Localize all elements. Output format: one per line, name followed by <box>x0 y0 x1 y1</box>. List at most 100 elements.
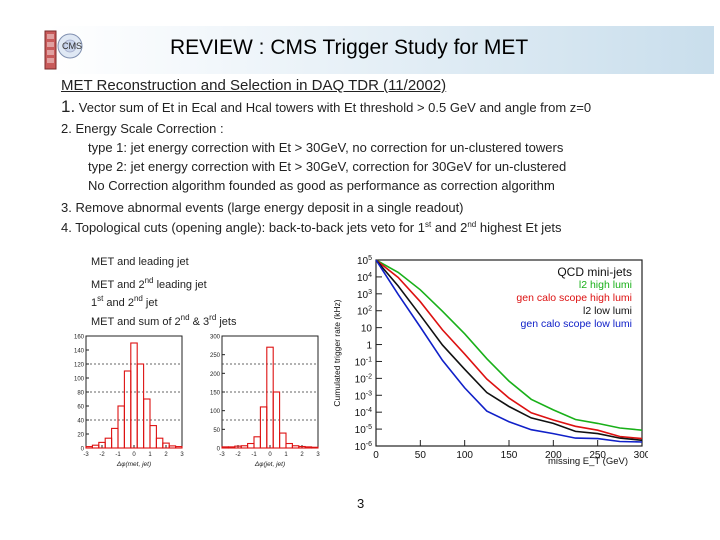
hist2-y-tick-label: 50 <box>213 428 220 434</box>
hist2-bar <box>272 391 281 449</box>
rate-y-tick-label: 1 <box>366 341 372 352</box>
item-2: 2. Energy Scale Correction : <box>61 121 224 136</box>
rate-x-label: missing E_T (GeV) <box>548 456 628 467</box>
hist1-x-tick-label: -2 <box>99 452 105 458</box>
item-2-note: No Correction algorithm founded as good … <box>88 178 555 193</box>
rate-y-tick-label: 104 <box>357 272 372 284</box>
hist1-bar <box>155 437 164 449</box>
hist2-bar <box>247 442 255 449</box>
cut-label-2: MET and 2nd leading jet <box>91 276 207 291</box>
rate-y-tick-label: 10-5 <box>355 424 372 436</box>
rate-legend-blue: gen calo scope low lumi <box>521 318 632 330</box>
hist2-x-tick-label: 0 <box>268 452 272 458</box>
hist2-bar <box>285 442 293 449</box>
hist1-x-tick-label: -1 <box>115 452 121 458</box>
hist1-bar <box>104 437 113 449</box>
rate-x-tick-label: 250 <box>589 450 606 461</box>
rate-y-label: Cumulated trigger rate (kHz) <box>332 299 342 406</box>
rate-series-red <box>375 259 643 440</box>
hist1-y-tick-label: 80 <box>77 391 84 397</box>
hist1-bar <box>136 363 145 449</box>
rate-title: QCD mini-jets <box>557 265 632 279</box>
hist1-y-tick-label: 100 <box>74 377 85 383</box>
hist1-x-tick-label: 3 <box>180 452 184 458</box>
histogram-jet-jet: 0 50 100 150 200 250 300 -3 -2 -1 0 1 2 3 Δφ(jet, jet) <box>210 335 320 469</box>
hist1-y-tick-label: 140 <box>74 349 85 355</box>
rate-y-tick-label: 103 <box>357 289 372 301</box>
hist1-bar <box>123 370 132 449</box>
hist2-x-tick-label: -3 <box>219 452 225 458</box>
title-bar <box>48 26 714 74</box>
rate-x-tick-label: 100 <box>456 450 473 461</box>
hist2-bar <box>259 406 268 449</box>
rate-series-black <box>375 259 643 442</box>
hist1-y-tick-label: 120 <box>74 363 85 369</box>
trigger-rate-chart: 10510410310210110-110-210-310-410-510-60… <box>332 255 648 467</box>
hist1-x-tick-label: 0 <box>132 452 136 458</box>
histogram-met-jet: 0 20 40 60 80 100 120 140 160 -3 -2 -1 0 1 2 3 Δφ(met, j… <box>74 335 184 469</box>
hist1-bar <box>111 427 119 449</box>
hist2-bar <box>221 446 229 449</box>
rate-y-tick-label: 105 <box>357 255 372 267</box>
hist2-y-tick-label: 100 <box>210 409 221 415</box>
cms-logo: CMS <box>44 28 84 72</box>
rate-y-tick-label: 10-1 <box>355 356 372 368</box>
svg-text:CMS: CMS <box>62 41 82 51</box>
rate-x-tick-label: 300 <box>634 450 648 461</box>
rate-y-tick-label: 10-4 <box>355 407 372 419</box>
hist2-y-tick-label: 0 <box>217 447 221 453</box>
rate-y-tick-label: 10-3 <box>355 390 372 402</box>
hist2-x-tick-label: -1 <box>251 452 257 458</box>
hist2-y-tick-label: 200 <box>210 372 221 378</box>
hist1-bar <box>149 425 157 449</box>
item-3: 3. Remove abnormal events (large energy … <box>61 200 464 215</box>
rate-legend-red: gen calo scope high lumi <box>516 292 632 304</box>
rate-x-tick-label: 150 <box>501 450 518 461</box>
hist1-x-tick-label: -3 <box>83 452 89 458</box>
cut-label-1: MET and leading jet <box>91 256 189 268</box>
hist1-x-label: Δφ(met, jet) <box>116 461 151 468</box>
hist2-bar <box>227 446 236 449</box>
hist2-bar <box>291 445 300 449</box>
hist2-y-tick-label: 250 <box>210 353 221 359</box>
page-number: 3 <box>357 496 365 511</box>
hist1-y-tick-label: 40 <box>77 419 84 425</box>
hist1-bar <box>143 398 151 449</box>
rate-x-tick-label: 0 <box>373 450 379 461</box>
hist1-y-tick-label: 0 <box>81 447 85 453</box>
hist2-bar <box>311 446 319 449</box>
hist1-bar <box>91 444 100 449</box>
rate-x-tick-label: 200 <box>545 450 562 461</box>
hist2-bar <box>253 436 261 449</box>
hist2-bar <box>240 445 249 449</box>
hist1-bar <box>117 405 125 449</box>
rate-frame <box>375 259 643 447</box>
hist2-bar <box>279 432 287 449</box>
rate-series-green <box>375 259 643 431</box>
section-heading: MET Reconstruction and Selection in DAQ … <box>61 77 447 94</box>
hist2-bar <box>304 446 313 449</box>
rate-x-tick-label: 50 <box>415 450 427 461</box>
hist2-x-tick-label: 1 <box>284 452 288 458</box>
hist2-x-label: Δφ(jet, jet) <box>254 461 285 468</box>
hist1-x-tick-label: 1 <box>148 452 152 458</box>
hist1-y-tick-label: 60 <box>77 405 84 411</box>
rate-series-blue <box>375 259 643 443</box>
hist2-x-tick-label: -2 <box>235 452 241 458</box>
hist1-x-tick-label: 2 <box>164 452 168 458</box>
item-1: 1. Vector sum of Et in Ecal and Hcal tow… <box>61 97 592 116</box>
rate-y-tick-label: 10-6 <box>355 441 372 453</box>
hist1-bar <box>130 342 138 449</box>
hist1-bar <box>175 446 183 449</box>
rate-y-tick-label: 10-2 <box>355 373 372 385</box>
hist2-x-tick-label: 2 <box>300 452 304 458</box>
item-4: 4. Topological cuts (opening angle): bac… <box>61 220 562 235</box>
hist1-y-tick-label: 160 <box>74 335 85 341</box>
hist2-y-tick-label: 150 <box>210 391 221 397</box>
item-2-type1: type 1: jet energy correction with Et > … <box>88 140 564 155</box>
item-2-type2: type 2: jet energy correction with Et > … <box>88 159 567 174</box>
hist2-y-tick-label: 300 <box>210 335 221 341</box>
page-title: REVIEW : CMS Trigger Study for MET <box>170 36 529 59</box>
rate-legend-green: l2 high lumi <box>579 279 632 291</box>
hist1-bar <box>85 446 93 449</box>
